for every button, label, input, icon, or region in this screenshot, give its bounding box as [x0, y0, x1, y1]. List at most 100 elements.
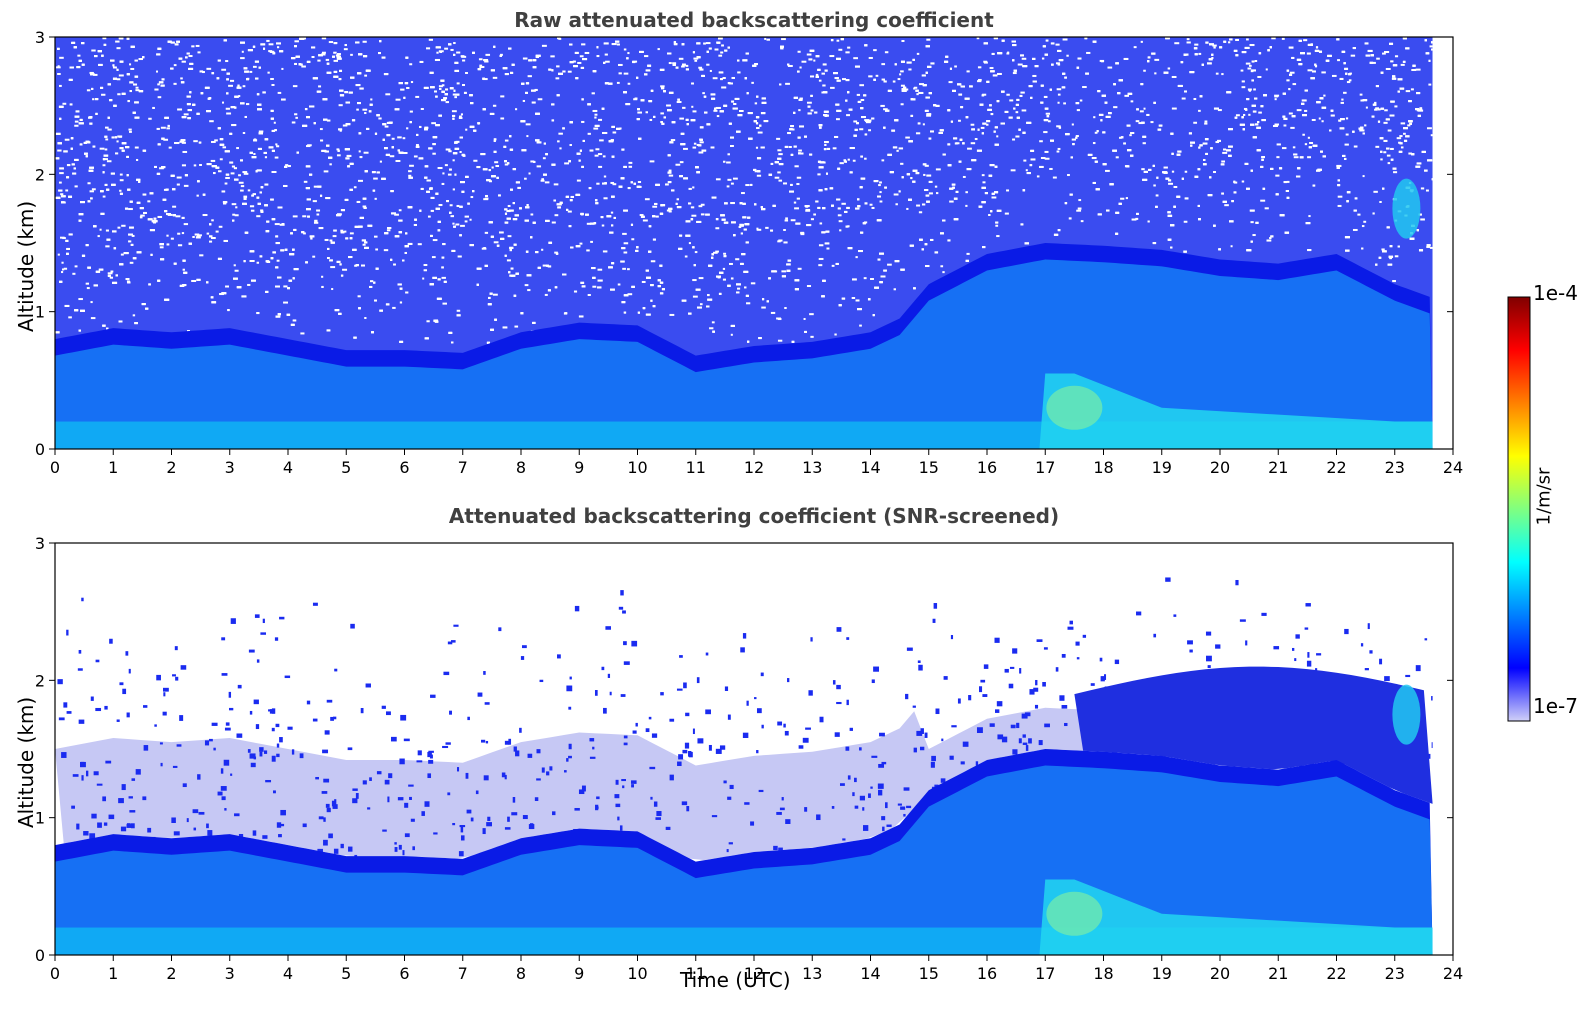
- noise-speck: [693, 57, 699, 60]
- noise-speck: [603, 175, 607, 178]
- noise-speck: [729, 82, 733, 85]
- noise-speck: [1343, 91, 1347, 94]
- noise-speck: [1224, 204, 1229, 207]
- noise-speck: [1113, 106, 1118, 109]
- noise-speck: [1032, 74, 1037, 77]
- noise-speck: [441, 276, 446, 279]
- noise-speck: [128, 208, 133, 211]
- noise-speck: [58, 181, 62, 184]
- noise-speck: [527, 75, 532, 78]
- noise-speck: [940, 265, 944, 268]
- noise-speck: [292, 85, 298, 88]
- noise-speck: [796, 183, 800, 186]
- noise-speck: [668, 174, 674, 177]
- noise-speck: [415, 144, 419, 147]
- noise-speck: [599, 139, 604, 142]
- noise-speck: [1399, 135, 1403, 138]
- noise-speck: [307, 144, 312, 147]
- noise-speck: [1181, 97, 1186, 100]
- noise-speck: [1415, 68, 1421, 71]
- noise-speck: [988, 214, 991, 217]
- noise-speck: [918, 211, 923, 214]
- noise-speck: [954, 65, 957, 68]
- noise-speck: [798, 149, 802, 152]
- noise-speck: [1304, 143, 1308, 146]
- noise-speck: [209, 240, 213, 243]
- noise-speck: [576, 179, 581, 182]
- noise-speck: [192, 236, 195, 239]
- noise-speck: [1130, 132, 1135, 135]
- noise-speck: [906, 207, 909, 210]
- noise-speck: [507, 235, 512, 238]
- noise-speck: [865, 121, 871, 124]
- noise-speck: [1286, 180, 1290, 183]
- noise-speck: [319, 128, 323, 131]
- noise-speck: [417, 243, 422, 246]
- noise-speck: [225, 176, 230, 179]
- noise-speck: [504, 163, 509, 166]
- noise-speck: [900, 70, 904, 73]
- noise-speck: [258, 130, 264, 133]
- noise-speck: [492, 76, 498, 79]
- noise-speck: [452, 222, 455, 225]
- noise-speck: [176, 176, 182, 179]
- noise-speck: [642, 219, 648, 222]
- noise-speck: [303, 232, 306, 235]
- noise-speck: [730, 182, 734, 185]
- noise-speck: [1250, 221, 1254, 224]
- noise-speck: [1304, 109, 1308, 112]
- noise-speck: [684, 255, 688, 258]
- noise-speck: [645, 111, 648, 114]
- noise-speck: [230, 172, 235, 175]
- noise-speck: [479, 64, 483, 67]
- noise-speck: [806, 101, 812, 104]
- noise-speck: [285, 164, 289, 167]
- noise-speck: [980, 126, 985, 129]
- noise-speck: [370, 280, 374, 283]
- noise-speck: [136, 158, 139, 161]
- noise-speck: [544, 181, 550, 184]
- noise-speck: [233, 167, 238, 170]
- noise-speck: [364, 112, 367, 115]
- noise-speck: [924, 164, 929, 167]
- noise-speck: [605, 60, 610, 63]
- noise-speck: [131, 234, 135, 237]
- noise-speck: [478, 58, 483, 61]
- noise-speck: [1186, 38, 1190, 41]
- noise-speck: [650, 260, 656, 263]
- noise-speck: [838, 48, 843, 51]
- noise-speck: [713, 109, 718, 112]
- noise-speck: [746, 302, 751, 305]
- noise-speck: [1056, 125, 1061, 128]
- noise-speck: [426, 320, 430, 323]
- noise-speck: [264, 156, 268, 159]
- noise-speck: [276, 145, 280, 148]
- noise-speck: [266, 39, 270, 42]
- noise-speck: [553, 183, 559, 186]
- noise-speck: [1009, 99, 1014, 102]
- noise-speck: [913, 87, 916, 90]
- noise-speck: [188, 55, 193, 58]
- noise-speck: [526, 135, 529, 138]
- noise-speck: [1258, 111, 1262, 114]
- noise-speck: [1080, 220, 1084, 223]
- noise-speck: [197, 51, 201, 54]
- noise-speck: [493, 140, 496, 143]
- noise-speck: [1004, 212, 1009, 215]
- noise-speck: [1293, 156, 1299, 159]
- noise-speck: [1375, 145, 1380, 148]
- noise-speck: [276, 46, 280, 49]
- noise-speck: [283, 285, 288, 288]
- noise-speck: [500, 117, 505, 120]
- noise-speck: [1041, 57, 1045, 60]
- noise-speck: [881, 63, 886, 66]
- noise-speck: [101, 93, 106, 96]
- noise-speck: [713, 251, 718, 254]
- noise-speck: [919, 83, 924, 86]
- noise-speck: [386, 229, 391, 232]
- noise-speck: [1352, 228, 1358, 231]
- noise-speck: [177, 232, 181, 235]
- noise-speck: [364, 317, 367, 320]
- noise-speck: [1138, 122, 1143, 125]
- noise-speck: [855, 256, 858, 259]
